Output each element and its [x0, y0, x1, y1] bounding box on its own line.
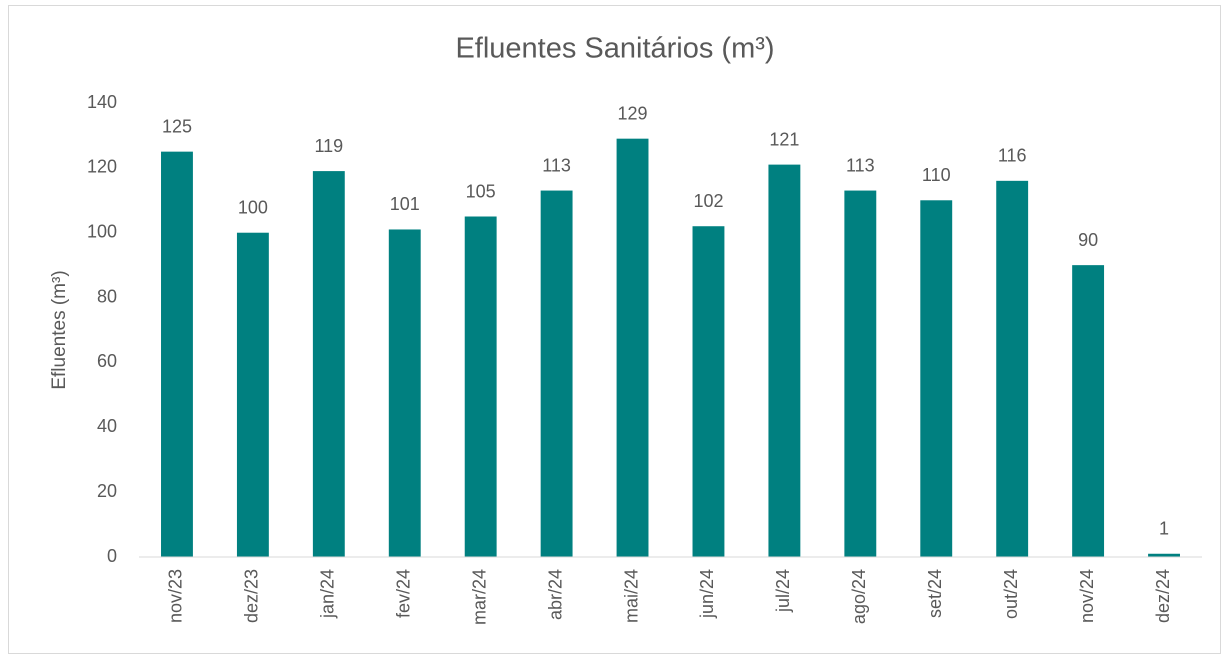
y-tick-label: 140	[87, 92, 117, 112]
y-axis-label: Efluentes (m³)	[49, 270, 70, 389]
bar	[161, 151, 193, 557]
y-tick-label: 120	[87, 157, 117, 177]
y-tick-label: 100	[87, 221, 117, 241]
x-tick-label: abr/24	[545, 569, 565, 620]
bar	[540, 190, 573, 558]
x-tick-label: dez/23	[242, 569, 262, 623]
data-label: 90	[1078, 230, 1098, 250]
bar	[920, 200, 953, 558]
bar	[1148, 553, 1180, 557]
data-label: 121	[769, 129, 799, 149]
data-label: 102	[693, 191, 723, 211]
data-label: 105	[466, 181, 496, 201]
y-tick-label: 20	[97, 481, 117, 501]
x-tick-label: mar/24	[469, 569, 489, 625]
x-tick-label: jul/24	[773, 569, 793, 613]
x-tick-label: mai/24	[621, 569, 641, 623]
bar	[312, 171, 345, 557]
x-tick-label: out/24	[1001, 569, 1021, 619]
data-label: 110	[922, 165, 951, 185]
y-tick-label: 0	[107, 546, 117, 566]
bar	[388, 229, 421, 557]
x-tick-label: nov/24	[1077, 569, 1097, 623]
bar	[692, 226, 725, 557]
chart-title: Efluentes Sanitários (m³)	[455, 33, 774, 65]
y-tick-label: 80	[97, 286, 117, 306]
bar	[768, 164, 801, 557]
data-label: 125	[162, 116, 192, 136]
data-label: 119	[314, 136, 343, 156]
bar	[464, 216, 497, 557]
data-label: 129	[618, 103, 648, 123]
bar	[616, 138, 649, 557]
bar	[236, 232, 269, 557]
x-tick-label: nov/23	[166, 569, 186, 623]
bar	[1072, 265, 1105, 557]
data-label: 100	[238, 197, 268, 217]
y-tick-label: 60	[97, 351, 117, 371]
x-tick-label: fev/24	[394, 569, 414, 618]
data-label: 101	[390, 194, 420, 214]
bar	[996, 180, 1029, 558]
x-tick-label: ago/24	[849, 569, 869, 624]
data-label: 113	[542, 155, 571, 175]
x-tick-label: dez/24	[1153, 569, 1173, 623]
x-tick-label: jan/24	[318, 569, 338, 619]
data-label: 116	[998, 146, 1027, 166]
y-tick-label: 40	[97, 416, 117, 436]
data-label: 113	[846, 155, 875, 175]
x-tick-label: set/24	[925, 569, 945, 618]
data-label: 1	[1159, 519, 1169, 539]
bar	[844, 190, 877, 558]
x-tick-label: jun/24	[697, 569, 717, 619]
